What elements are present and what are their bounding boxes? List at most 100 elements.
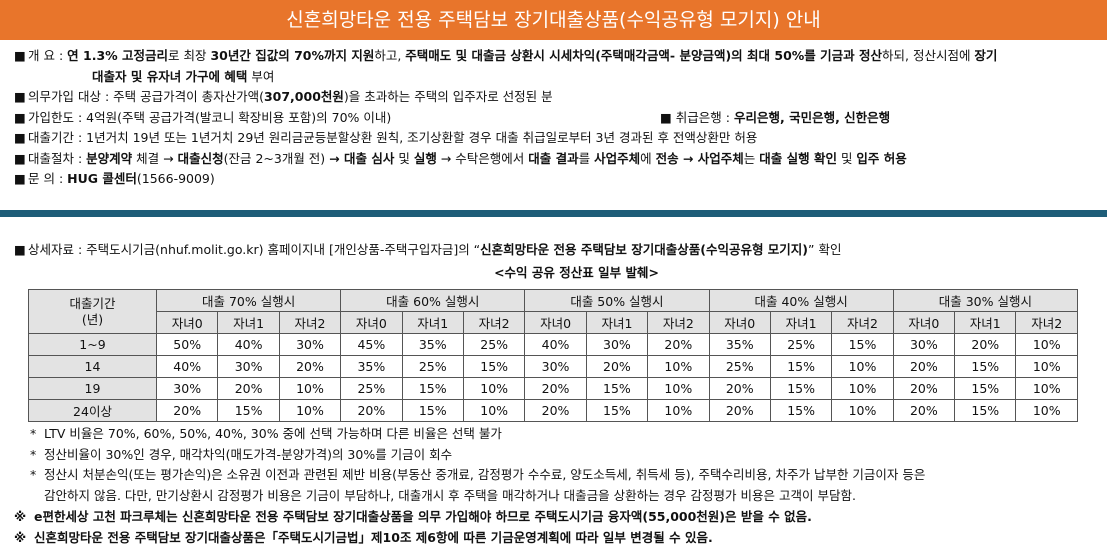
bank-info: ■ 취급은행 : 우리은행, 국민은행, 신한은행 — [660, 109, 891, 125]
limit-row: ■ 가입한도 : 4억원(주택 공급가격(발코니 확장비용 포함)의 70% 이… — [14, 108, 1099, 129]
table-cell: 15% — [401, 377, 464, 400]
sub-header: 자녀0 — [155, 311, 219, 334]
sub-header: 자녀0 — [708, 311, 771, 334]
table-cell: 10% — [1015, 377, 1078, 400]
warning-mandatory: ※ e편한세상 고천 파크루체는 신혼희망타운 전용 주택담보 장기대출상품을 … — [14, 509, 812, 524]
eligibility-row: ■ 의무가입 대상 : 주택 공급가격이 총자산가액(307,000천원)을 초… — [14, 87, 1099, 108]
bullet-square: ■ — [14, 48, 26, 63]
table-cell: 30% — [217, 355, 280, 378]
table-cell: 10% — [647, 355, 710, 378]
sub-header: 자녀1 — [585, 311, 649, 334]
table-cell: 20% — [524, 399, 587, 422]
table-cell: 10% — [1015, 355, 1078, 378]
table-cell: 15% — [831, 333, 894, 356]
note-ratio: * 정산비율이 30%인 경우, 매각차익(매도가격-분양가격)의 30%를 기… — [30, 446, 453, 462]
table-cell: 15% — [769, 377, 833, 400]
sub-header: 자녀0 — [524, 311, 587, 334]
table-cell: 10% — [462, 399, 526, 422]
row-label: 19 — [28, 377, 157, 400]
sub-header: 자녀2 — [462, 311, 526, 334]
table-cell: 45% — [340, 333, 403, 356]
table-cell: 10% — [831, 377, 894, 400]
table-cell: 30% — [524, 355, 587, 378]
table-cell: 10% — [647, 399, 710, 422]
details-section: ■ 상세자료 : 주택도시기금(nhuf.molit.go.kr) 홈페이지내 … — [14, 240, 1099, 283]
row-label: 14 — [28, 355, 157, 378]
table-cell: 30% — [585, 333, 649, 356]
group-header: 대출 40% 실행시 — [708, 289, 894, 312]
table-cell: 25% — [401, 355, 464, 378]
table-cell: 30% — [278, 333, 342, 356]
table-cell: 15% — [401, 399, 464, 422]
sub-header: 자녀2 — [278, 311, 342, 334]
sub-header: 자녀0 — [892, 311, 956, 334]
table-cell: 15% — [769, 355, 833, 378]
table-cell: 20% — [278, 355, 342, 378]
sub-header: 자녀2 — [1015, 311, 1078, 334]
table-cell: 30% — [155, 377, 219, 400]
table-cell: 15% — [954, 355, 1017, 378]
table-cell: 10% — [1015, 333, 1078, 356]
section-divider — [0, 210, 1107, 217]
procedure-row: ■ 대출절차 : 분양계약 체결 → 대출신청(잔금 2~3개월 전) → 대출… — [14, 149, 1099, 170]
table-cell: 10% — [462, 377, 526, 400]
table-cell: 15% — [462, 355, 526, 378]
table-cell: 10% — [831, 355, 894, 378]
table-cell: 20% — [340, 399, 403, 422]
table-cell: 50% — [155, 333, 219, 356]
row-label: 24이상 — [28, 399, 157, 422]
table-cell: 20% — [892, 377, 956, 400]
table-cell: 20% — [892, 355, 956, 378]
table-cell: 10% — [647, 377, 710, 400]
bullet-square: ■ — [660, 109, 672, 125]
sub-header: 자녀0 — [340, 311, 403, 334]
table-cell: 20% — [892, 399, 956, 422]
table-cell: 20% — [524, 377, 587, 400]
overview-row-cont: 대출자 및 유자녀 가구에 혜택 부여 — [92, 68, 275, 84]
table-cell: 20% — [217, 377, 280, 400]
table-cell: 20% — [708, 377, 771, 400]
table-cell: 15% — [769, 399, 833, 422]
table-cell: 10% — [278, 399, 342, 422]
note-settlement: * 정산시 처분손익(또는 평가손익)은 소유권 이전과 관련된 제반 비용(부… — [30, 467, 926, 503]
table-row: 1~9 50% 40% 30% 45% 35% 25% 40% 30% 20% 35% 25% 15% 3… — [28, 333, 1078, 356]
sub-header: 자녀2 — [831, 311, 894, 334]
sub-header: 자녀1 — [954, 311, 1017, 334]
table-caption: <수익 공유 정산표 일부 발췌> — [494, 264, 659, 280]
group-header: 대출 60% 실행시 — [340, 289, 526, 312]
sub-header: 자녀1 — [217, 311, 280, 334]
table-cell: 25% — [769, 333, 833, 356]
table-cell: 20% — [708, 399, 771, 422]
group-header: 대출 50% 실행시 — [524, 289, 710, 312]
bullet-square: ■ — [14, 242, 26, 257]
corner-header: 대출기간 (년) — [28, 289, 157, 334]
table-cell: 20% — [954, 333, 1017, 356]
table-cell: 40% — [217, 333, 280, 356]
table-cell: 40% — [155, 355, 219, 378]
bullet-square: ■ — [14, 150, 26, 166]
table-cell: 20% — [585, 355, 649, 378]
table-cell: 35% — [708, 333, 771, 356]
sub-header: 자녀2 — [647, 311, 710, 334]
table-row: 19 30% 20% 10% 25% 15% 10% 20% 15% 10% 20% 15% 10% 20… — [28, 377, 1078, 400]
notes-section: * LTV 비율은 70%, 60%, 50%, 40%, 30% 중에 선택 … — [14, 424, 1099, 548]
page-title: 신혼희망타운 전용 주택담보 장기대출상품(수익공유형 모기지) 안내 — [0, 0, 1107, 40]
table-cell: 10% — [831, 399, 894, 422]
contact-row: ■ 문 의 : HUG 콜센터(1566-9009) — [14, 169, 1099, 190]
bullet-square: ■ — [14, 130, 26, 145]
overview-row: ■ 개 요 : 연 1.3% 고정금리로 최장 30년간 집값의 70%까지 지… — [14, 46, 1099, 67]
table-cell: 15% — [217, 399, 280, 422]
table-cell: 30% — [892, 333, 956, 356]
table-cell: 40% — [524, 333, 587, 356]
product-summary: ■ 개 요 : 연 1.3% 고정금리로 최장 30년간 집값의 70%까지 지… — [14, 46, 1099, 190]
table-cell: 10% — [278, 377, 342, 400]
table-cell: 15% — [954, 399, 1017, 422]
table-cell: 35% — [401, 333, 464, 356]
table-cell: 20% — [647, 333, 710, 356]
profit-share-table: 대출기간 (년) 대출 70% 실행시 대출 60% 실행시 대출 50% 실행… — [28, 289, 1079, 422]
table-row: 24이상 20% 15% 10% 20% 15% 10% 20% 15% 10% 20% 15% 10%… — [28, 399, 1078, 422]
note-ltv: * LTV 비율은 70%, 60%, 50%, 40%, 30% 중에 선택 … — [30, 426, 502, 441]
table-row: 14 40% 30% 20% 35% 25% 15% 30% 20% 10% 25% 15% 10% 20… — [28, 355, 1078, 378]
table-cell: 35% — [340, 355, 403, 378]
period-row: ■ 대출기간 : 1년거치 19년 또는 1년거치 29년 원리금균등분할상환 … — [14, 128, 1099, 149]
